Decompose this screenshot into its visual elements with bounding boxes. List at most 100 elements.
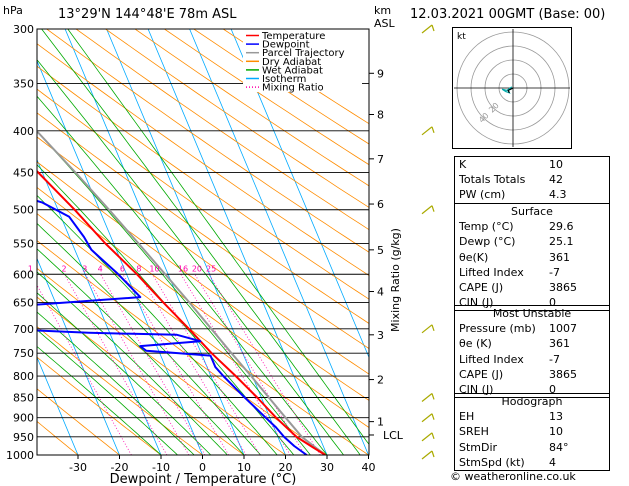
wet-adiabat-line [37, 311, 195, 455]
dry-adiabat-line [75, 29, 369, 231]
location-title: 13°29'N 144°48'E 78m ASL [58, 7, 237, 22]
mixing-ratio-label: 25 [206, 264, 216, 273]
km-label: km [374, 4, 392, 17]
surface-label: Dewp (°C) [459, 235, 516, 249]
pressure-tick-label: 750 [13, 347, 34, 360]
hodograph-row: StmDir 84° [455, 440, 609, 455]
dry-adiabat-line [164, 29, 369, 166]
isotherm-line [230, 29, 369, 359]
hodograph-value: 4 [549, 455, 556, 469]
dry-adiabat-line [37, 43, 369, 276]
dry-adiabat-line [222, 29, 369, 125]
pressure-tick-label: 350 [13, 78, 34, 91]
dewpoint-line [37, 199, 308, 455]
km-tick-label: 8 [377, 108, 384, 121]
dry-adiabat-line [37, 186, 369, 428]
indices-table: K 10 Totals Totals 42 PW (cm) 4.3 [454, 156, 610, 204]
most-unstable-title: Most Unstable [492, 307, 572, 320]
most-unstable-row: θe (K) 361 [455, 336, 609, 351]
mixing-ratio-label: 8 [136, 264, 141, 273]
dry-adiabat-line [37, 65, 369, 300]
km-tick-label: 4 [377, 286, 384, 299]
mixing-ratio-line [100, 274, 206, 455]
wind-barb [421, 413, 433, 423]
mixing-ratio-label: 3 [82, 264, 87, 273]
most-unstable-label: Lifted Index [459, 352, 524, 366]
hodograph-row: StmSpd (kt) 4 [455, 455, 609, 470]
dry-adiabat-line [37, 326, 203, 455]
pressure-tick-label: 550 [13, 237, 34, 250]
hodograph-label: EH [459, 410, 475, 424]
hodograph-table: Hodograph EH 13 SREH 10 StmDir 84° StmSpd (kt)… [454, 393, 610, 471]
k-index-value: 10 [549, 158, 563, 171]
hodograph-trace-low [507, 87, 514, 94]
km-tick-label: 2 [377, 374, 384, 387]
dry-adiabat-line [37, 388, 120, 455]
wet-adiabat-line [67, 29, 369, 446]
surface-label: θe(K) [459, 250, 489, 264]
km-tick-label: 1 [377, 416, 384, 429]
isotherm-line [37, 158, 162, 455]
dry-adiabat-line [37, 136, 369, 375]
pressure-tick-label: 1000 [6, 449, 34, 462]
wind-barb [421, 324, 433, 334]
legend-label: Parcel Trajectory [262, 48, 345, 59]
temp-tick-label: 30 [320, 461, 334, 474]
surface-row: Dewp (°C) 25.1 [455, 234, 609, 249]
legend-label: Dry Adiabat [262, 57, 321, 68]
pressure-tick-label: 650 [13, 297, 34, 310]
isotherm-line [147, 29, 328, 455]
k-index-label: K [459, 158, 467, 171]
surface-row: θe(K) 361 [455, 250, 609, 265]
mixing-ratio-line [139, 274, 247, 455]
most-unstable-value: -7 [549, 352, 560, 366]
hodograph-title: Hodograph [501, 395, 563, 408]
hodograph-label: StmDir [459, 440, 498, 454]
mixing-ratio-label: 16 [178, 264, 188, 273]
isotherm-line [37, 257, 120, 455]
most-unstable-row: Lifted Index -7 [455, 352, 609, 367]
surface-value: 3865 [549, 280, 577, 294]
temp-tick-label: -10 [152, 461, 170, 474]
km-tick-label: LCL [383, 429, 404, 442]
wind-barb [421, 450, 433, 460]
legend-label: Wet Adiabat [262, 65, 323, 76]
mixing-ratio-label: 4 [98, 264, 103, 273]
isotherm-line [64, 29, 245, 455]
km-tick-label: 7 [377, 153, 384, 166]
surface-row: Lifted Index -7 [455, 265, 609, 280]
legend-label: Isotherm [262, 74, 306, 85]
dry-adiabat-line [105, 29, 369, 208]
mixing-ratio-label: 10 [149, 264, 159, 273]
wind-barb [421, 24, 433, 34]
mixing-ratio-label: 20 [192, 264, 202, 273]
wind-barb-flag [431, 205, 435, 212]
most-unstable-value: 3865 [549, 367, 577, 381]
hodograph-row: EH 13 [455, 409, 609, 424]
dry-adiabat-line [134, 29, 369, 187]
most-unstable-row: Pressure (mb) 1007 [455, 321, 609, 336]
wind-barb-flag [431, 432, 435, 440]
mixing-ratio-label: 1 [28, 264, 33, 273]
surface-value: -7 [549, 265, 560, 279]
pressure-tick-label: 850 [13, 391, 34, 404]
temp-tick-label: 10 [237, 461, 251, 474]
pw-row: PW (cm) 4.3 [455, 187, 609, 202]
most-unstable-row: CIN (J) 0 [455, 382, 609, 397]
dry-adiabat-line [37, 356, 162, 455]
hodograph-unit-label: kt [457, 32, 466, 42]
pressure-tick-label: 700 [13, 323, 34, 336]
k-index-row: K 10 [455, 157, 609, 172]
wind-barb-flag [431, 126, 435, 133]
legend-box [243, 29, 362, 92]
temp-tick-label: 20 [279, 461, 293, 474]
datetime-title: 12.03.2021 00GMT (Base: 00) [410, 7, 606, 22]
mixing-ratio-line [208, 274, 321, 455]
dry-adiabat-line [37, 112, 369, 350]
wind-barb-flag [431, 393, 435, 400]
mixing-ratio-line [122, 274, 230, 455]
pw-value: 4.3 [549, 188, 567, 202]
temperature-line [37, 169, 326, 455]
